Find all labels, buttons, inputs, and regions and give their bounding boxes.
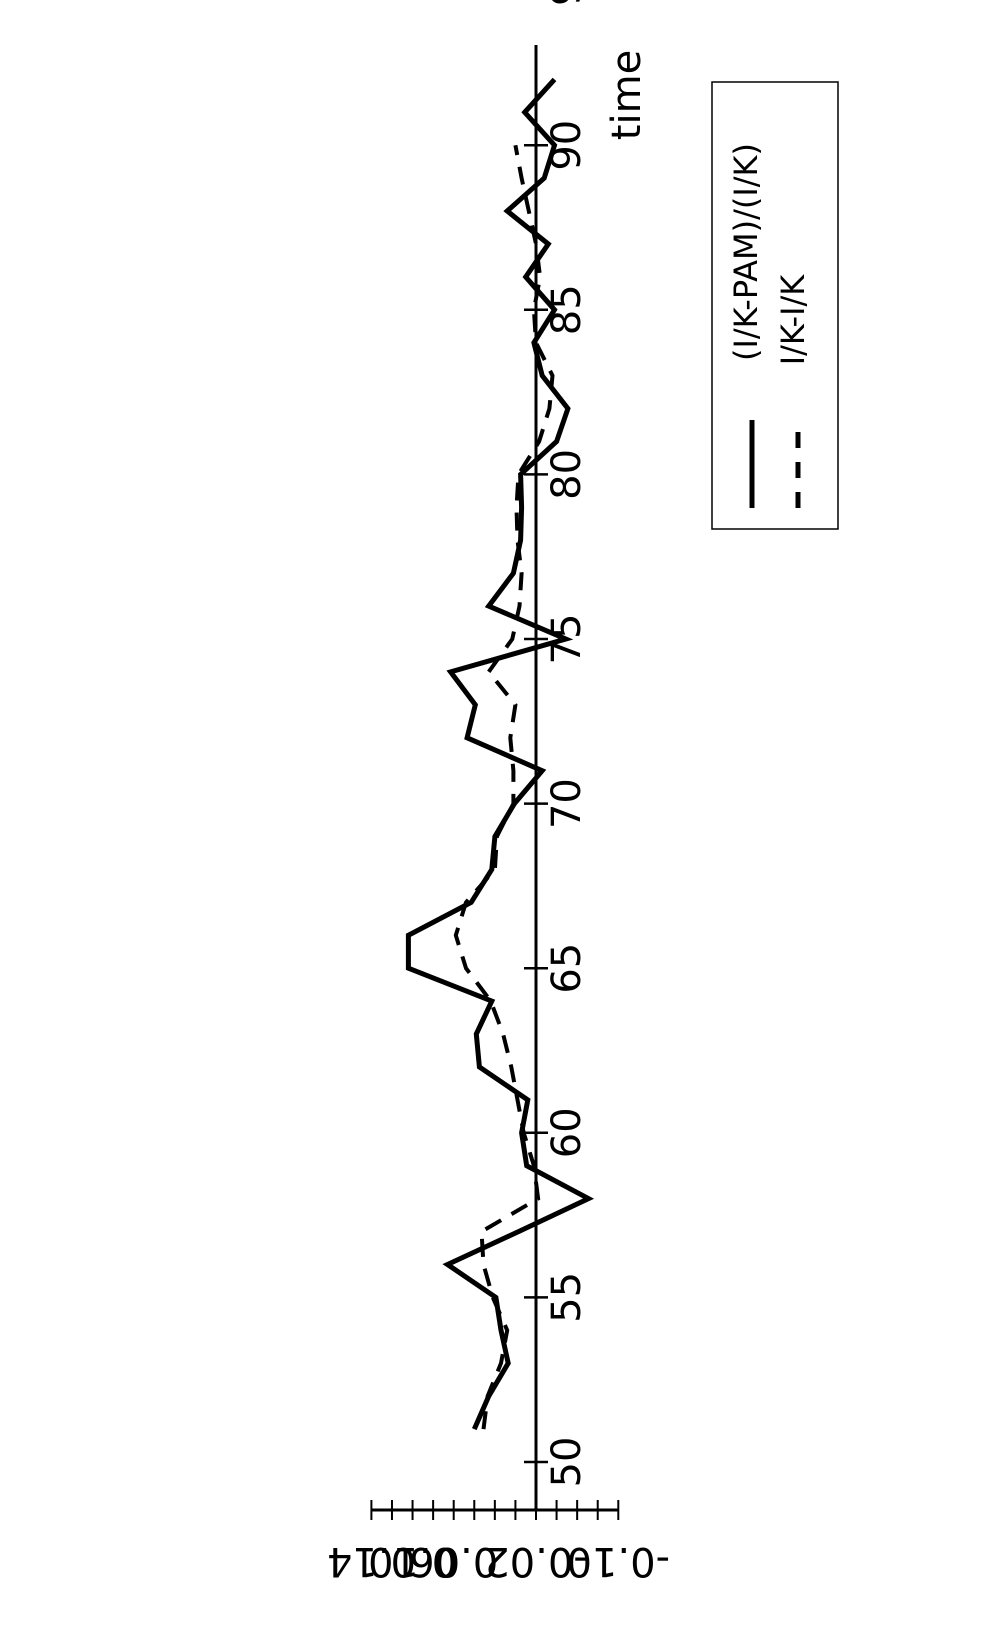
x-tick-label: 95 bbox=[544, 0, 590, 6]
x-tick-label: 60 bbox=[544, 1107, 590, 1158]
x-tick-label: 70 bbox=[544, 778, 590, 829]
x-tick-label: 85 bbox=[544, 284, 590, 335]
y-tick-label: -0.10 bbox=[567, 1538, 671, 1584]
legend-label-solid: (I/K-PAM)/(I/K) bbox=[727, 143, 765, 361]
x-tick-label: 50 bbox=[544, 1437, 590, 1488]
y-tick-label: 0.06 bbox=[409, 1538, 498, 1584]
plot-area: 50556065707580859095 -0.10-0.020.060.100… bbox=[327, 0, 670, 1584]
x-tick-label: 65 bbox=[544, 943, 590, 994]
y-ticks: -0.10-0.020.060.100.14 bbox=[327, 1500, 670, 1584]
series-line-dashed bbox=[453, 144, 555, 1430]
y-tick-label: 0.10 bbox=[368, 1538, 457, 1584]
series-line-solid bbox=[405, 77, 595, 1431]
x-axis-title: time bbox=[604, 50, 650, 140]
legend: (I/K-PAM)/(I/K) I/K-I/K bbox=[711, 81, 839, 530]
x-tick-label: 55 bbox=[544, 1272, 590, 1323]
x-ticks: 50556065707580859095 bbox=[524, 0, 590, 1487]
x-tick-label: 80 bbox=[544, 449, 590, 500]
series-layer bbox=[405, 77, 595, 1431]
legend-box bbox=[711, 81, 839, 530]
y-tick-label: -0.02 bbox=[484, 1538, 588, 1584]
y-tick-label: 0.14 bbox=[327, 1538, 416, 1584]
legend-label-dashed: I/K-I/K bbox=[774, 274, 812, 366]
